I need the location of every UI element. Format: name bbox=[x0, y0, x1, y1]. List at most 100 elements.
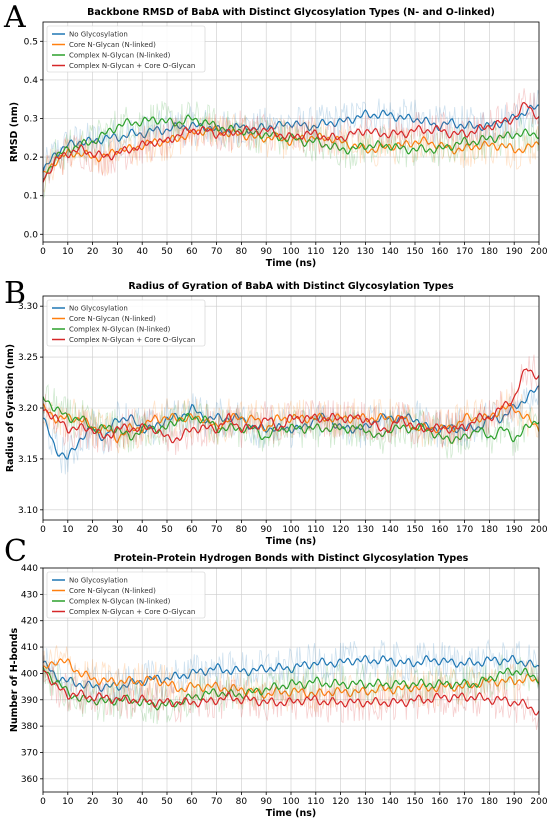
x-tick-label: 90 bbox=[260, 797, 272, 807]
x-tick-label: 20 bbox=[87, 525, 99, 535]
legend-entry: Complex N-Glycan (N-linked) bbox=[69, 598, 171, 606]
chart-panel-1: 0 10 20 30 40 50 60 70 80 90 100 110 120 130 140 150 160… bbox=[9, 7, 548, 269]
x-tick-label: 90 bbox=[260, 247, 272, 257]
x-tick-label: 20 bbox=[87, 247, 99, 257]
legend-entry: Complex N-Glycan + Core O-Glycan bbox=[69, 336, 195, 344]
x-tick-label: 30 bbox=[112, 525, 124, 535]
x-tick-label: 0 bbox=[40, 247, 46, 257]
x-tick-label: 70 bbox=[211, 247, 223, 257]
x-tick-label: 130 bbox=[357, 247, 374, 257]
chart-panel-3: 0 10 20 30 40 50 60 70 80 90 100 110 120 130 140 150 160… bbox=[9, 553, 548, 819]
legend-entry: Complex N-Glycan (N-linked) bbox=[69, 326, 171, 334]
y-tick-label: 380 bbox=[21, 722, 38, 732]
x-axis-label: Time (ns) bbox=[266, 258, 317, 269]
x-tick-label: 140 bbox=[382, 247, 399, 257]
raw-trace-1 bbox=[42, 639, 540, 706]
x-tick-label: 200 bbox=[530, 525, 547, 535]
x-tick-label: 110 bbox=[307, 525, 324, 535]
x-tick-label: 170 bbox=[456, 525, 473, 535]
y-axis-label: Number of H-bonds bbox=[9, 628, 20, 733]
series-line-4 bbox=[42, 669, 540, 716]
x-tick-label: 190 bbox=[506, 525, 523, 535]
legend: No Glycosylation Core N-Glycan (N-linked)… bbox=[46, 25, 206, 73]
x-tick-label: 80 bbox=[236, 247, 248, 257]
x-tick-label: 170 bbox=[456, 797, 473, 807]
series-line-2 bbox=[42, 402, 540, 444]
x-tick-label: 190 bbox=[506, 247, 523, 257]
x-tick-label: 10 bbox=[62, 525, 74, 535]
x-tick-label: 40 bbox=[136, 247, 148, 257]
chart-title: Radius of Gyration of BabA with Distinct… bbox=[128, 281, 454, 292]
y-tick-label: 3.30 bbox=[18, 302, 38, 312]
y-tick-label: 3.20 bbox=[18, 404, 38, 414]
chart-panel-2: 0 10 20 30 40 50 60 70 80 90 100 110 120 130 140 150 160… bbox=[5, 281, 548, 547]
x-tick-label: 200 bbox=[530, 797, 547, 807]
x-tick-label: 0 bbox=[40, 525, 46, 535]
y-tick-label: 3.15 bbox=[18, 455, 38, 465]
y-tick-label: 0.2 bbox=[24, 153, 38, 163]
x-tick-label: 30 bbox=[112, 247, 124, 257]
y-tick-label: 0.4 bbox=[24, 76, 39, 86]
x-tick-label: 180 bbox=[481, 247, 498, 257]
x-tick-label: 70 bbox=[211, 797, 223, 807]
legend-entry: Core N-Glycan (N-linked) bbox=[69, 315, 156, 323]
panel-letter-a: A bbox=[4, 0, 26, 35]
raw-trace-4 bbox=[42, 88, 540, 191]
y-tick-label: 3.10 bbox=[18, 506, 38, 516]
legend-box bbox=[46, 571, 206, 619]
x-tick-label: 160 bbox=[431, 247, 448, 257]
y-tick-label: 0.1 bbox=[24, 192, 38, 202]
x-tick-label: 180 bbox=[481, 525, 498, 535]
x-tick-label: 40 bbox=[136, 797, 148, 807]
x-tick-label: 90 bbox=[260, 525, 272, 535]
x-tick-label: 10 bbox=[62, 797, 74, 807]
series-line-3 bbox=[42, 396, 540, 444]
legend-entry: Complex N-Glycan + Core O-Glycan bbox=[69, 62, 195, 70]
series-line-2 bbox=[42, 658, 540, 700]
x-tick-label: 20 bbox=[87, 797, 99, 807]
x-tick-label: 130 bbox=[357, 797, 374, 807]
x-tick-label: 100 bbox=[282, 525, 299, 535]
legend: No Glycosylation Core N-Glycan (N-linked)… bbox=[46, 299, 206, 347]
y-tick-label: 420 bbox=[21, 617, 38, 627]
x-tick-label: 100 bbox=[282, 797, 299, 807]
x-tick-label: 180 bbox=[481, 797, 498, 807]
x-tick-label: 150 bbox=[406, 525, 423, 535]
x-tick-label: 60 bbox=[186, 797, 198, 807]
x-tick-label: 10 bbox=[62, 247, 74, 257]
x-tick-label: 50 bbox=[161, 247, 173, 257]
y-tick-label: 0.0 bbox=[24, 230, 39, 240]
y-tick-label: 400 bbox=[21, 669, 38, 679]
x-tick-label: 160 bbox=[431, 797, 448, 807]
raw-trace-4 bbox=[42, 650, 540, 730]
raw-trace-1 bbox=[42, 371, 540, 475]
x-tick-label: 190 bbox=[506, 797, 523, 807]
x-axis-label: Time (ns) bbox=[266, 536, 317, 547]
y-tick-label: 430 bbox=[21, 590, 38, 600]
legend-entry: Core N-Glycan (N-linked) bbox=[69, 41, 156, 49]
x-tick-label: 140 bbox=[382, 525, 399, 535]
x-tick-label: 40 bbox=[136, 525, 148, 535]
x-tick-label: 120 bbox=[332, 247, 349, 257]
x-tick-label: 30 bbox=[112, 797, 124, 807]
y-tick-label: 390 bbox=[21, 696, 38, 706]
y-tick-label: 410 bbox=[21, 643, 38, 653]
panel-letter-b: B bbox=[4, 276, 27, 311]
x-tick-label: 80 bbox=[236, 797, 248, 807]
x-tick-label: 160 bbox=[431, 525, 448, 535]
series-line-2 bbox=[42, 125, 540, 174]
raw-trace-3 bbox=[42, 654, 540, 725]
x-tick-label: 80 bbox=[236, 525, 248, 535]
series-line-4 bbox=[42, 368, 540, 444]
x-tick-label: 60 bbox=[186, 247, 198, 257]
legend-box bbox=[46, 299, 206, 347]
raw-trace-3 bbox=[42, 383, 540, 459]
legend-entry: Core N-Glycan (N-linked) bbox=[69, 587, 156, 595]
raw-trace-2 bbox=[42, 645, 540, 713]
legend-box bbox=[46, 25, 206, 73]
y-tick-label: 360 bbox=[21, 775, 38, 785]
legend: No Glycosylation Core N-Glycan (N-linked)… bbox=[46, 571, 206, 619]
series-line-1 bbox=[42, 654, 540, 693]
y-axis-label: Radius of Gyration (nm) bbox=[5, 344, 16, 472]
